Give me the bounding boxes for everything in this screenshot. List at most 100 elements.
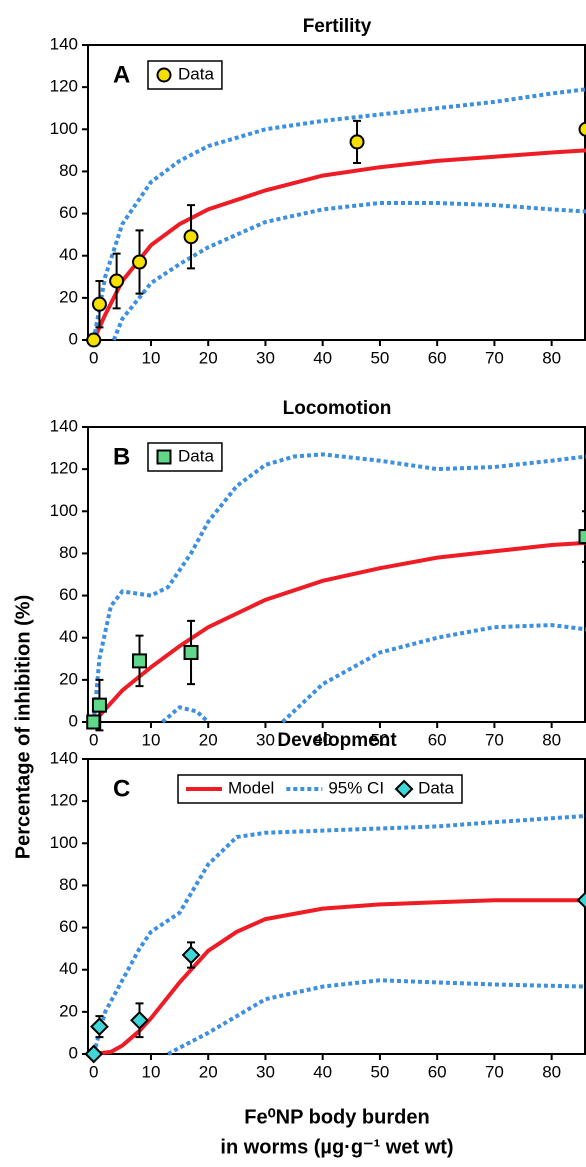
legend-label: Data <box>178 446 214 465</box>
x-tick-label: 50 <box>370 730 389 749</box>
data-point <box>183 644 199 660</box>
model-line <box>91 148 586 341</box>
data-point <box>349 134 365 150</box>
x-tick-label: 0 <box>89 730 98 749</box>
y-tick-label: 20 <box>59 1001 78 1020</box>
legend-label: Data <box>178 64 214 83</box>
y-tick-label: 40 <box>59 245 78 264</box>
data-point <box>86 332 102 348</box>
legend: Model 95% CI Data <box>177 774 463 804</box>
x-tick-label: 60 <box>428 730 447 749</box>
data-point <box>86 714 102 730</box>
x-tick-label: 20 <box>199 730 218 749</box>
x-tick-label: 40 <box>313 1062 332 1081</box>
chart-title: Locomotion <box>283 398 392 419</box>
y-tick-label: 120 <box>50 77 78 96</box>
data-point <box>181 945 201 965</box>
data-point <box>84 1044 104 1064</box>
ci-line <box>167 978 586 1056</box>
data-point <box>90 1017 109 1037</box>
plot-frame <box>87 44 586 341</box>
panel: Locomotion 0 20 40 60 80 100 120 140 0 10 20 30 40 50 6… <box>12 398 586 859</box>
y-tick-label: 20 <box>59 287 78 306</box>
y-tick-label: 100 <box>50 119 78 138</box>
x-tick-label: 20 <box>199 348 218 367</box>
data-point <box>109 273 125 289</box>
ci-line <box>91 813 586 1055</box>
legend-marker <box>394 779 414 799</box>
y-tick-label: 0 <box>69 711 78 730</box>
x-tick-label: 30 <box>256 348 275 367</box>
data-point <box>576 890 586 910</box>
y-tick-label: 100 <box>50 833 78 852</box>
data-point <box>130 1010 149 1030</box>
chart-title: Development <box>277 730 397 751</box>
x-tick-label: 60 <box>428 348 447 367</box>
y-tick-label: 120 <box>50 791 78 810</box>
x-tick-label: 50 <box>370 1062 389 1081</box>
panel: Fertility 0 20 40 60 80 100 120 140 0 10 20 30 40 50 60… <box>50 16 586 367</box>
x-axis-label: in worms (µg·g⁻¹ wet wt) <box>220 1136 453 1158</box>
legend-marker <box>156 67 172 83</box>
ci-line <box>91 452 586 723</box>
data-point <box>91 296 107 312</box>
legend-label: Model <box>228 778 274 797</box>
y-tick-label: 20 <box>59 669 78 688</box>
legend: Data <box>147 442 223 472</box>
data-point <box>578 121 586 137</box>
x-tick-label: 40 <box>313 348 332 367</box>
x-tick-label: 30 <box>256 1062 275 1081</box>
x-tick-label: 80 <box>542 1062 561 1081</box>
y-tick-label: 80 <box>59 543 78 562</box>
y-tick-label: 0 <box>69 329 78 348</box>
legend-label: Data <box>418 778 454 797</box>
y-tick-label: 140 <box>50 34 78 53</box>
data-point <box>132 653 148 669</box>
x-tick-label: 50 <box>370 348 389 367</box>
x-tick-label: 10 <box>142 730 161 749</box>
ci-line <box>161 623 586 724</box>
legend-box <box>177 774 463 804</box>
x-tick-label: 70 <box>485 1062 504 1081</box>
y-tick-label: 40 <box>59 959 78 978</box>
y-tick-label: 100 <box>50 501 78 520</box>
y-axis-label: Percentage of inhibition (%) <box>12 595 34 859</box>
y-tick-label: 60 <box>59 917 78 936</box>
plot-frame <box>87 426 586 723</box>
x-tick-label: 80 <box>542 730 561 749</box>
y-tick-label: 140 <box>50 416 78 435</box>
y-tick-label: 80 <box>59 875 78 894</box>
x-tick-label: 70 <box>485 730 504 749</box>
panel-label: A <box>113 61 130 88</box>
x-tick-label: 10 <box>142 1062 161 1081</box>
x-tick-label: 80 <box>542 348 561 367</box>
error-bar <box>582 510 586 563</box>
legend-marker <box>156 449 172 465</box>
legend-label: 95% CI <box>328 778 384 797</box>
x-tick-label: 70 <box>485 348 504 367</box>
panel-label: C <box>113 775 130 802</box>
y-tick-label: 120 <box>50 459 78 478</box>
model-line <box>92 540 586 724</box>
x-tick-label: 60 <box>428 1062 447 1081</box>
y-tick-label: 60 <box>59 585 78 604</box>
y-tick-label: 0 <box>69 1043 78 1062</box>
data-point <box>91 697 107 713</box>
chart-title: Fertility <box>303 16 372 37</box>
y-tick-label: 60 <box>59 203 78 222</box>
y-tick-label: 140 <box>50 748 78 767</box>
panel-label: B <box>113 443 130 470</box>
x-tick-label: 20 <box>199 1062 218 1081</box>
data-point <box>578 529 586 545</box>
y-tick-label: 80 <box>59 161 78 180</box>
x-axis-label: Fe⁰NP body burden <box>244 1106 429 1128</box>
legend: Data <box>147 60 223 90</box>
x-tick-label: 10 <box>142 348 161 367</box>
data-point <box>132 254 148 270</box>
model-line <box>93 898 586 1056</box>
x-tick-label: 0 <box>89 348 98 367</box>
ci-line <box>91 87 586 341</box>
x-tick-label: 0 <box>89 1062 98 1081</box>
